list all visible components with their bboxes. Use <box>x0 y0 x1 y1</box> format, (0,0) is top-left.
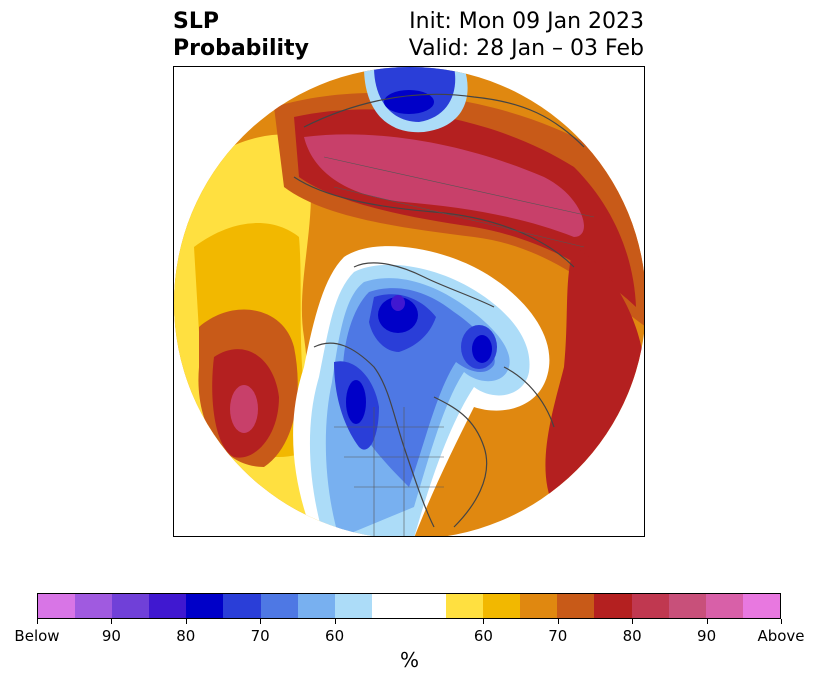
title-valid-range: Valid: 28 Jan – 03 Feb <box>408 36 644 61</box>
colorbar-tick <box>185 619 187 624</box>
map-title-right: Init: Mon 09 Jan 2023 Valid: 28 Jan – 03… <box>409 8 644 62</box>
colorbar-ticks: Below 90 80 70 60 60 70 80 90 Above <box>14 619 805 659</box>
colorbar-swatch <box>371 594 409 618</box>
colorbar-tick-label: 90 <box>101 627 121 645</box>
borders <box>323 156 595 536</box>
colorbar-tick-label: 80 <box>176 627 196 645</box>
colorbar-swatch <box>334 594 372 618</box>
field-top-blue-80 <box>384 90 434 114</box>
colorbar-tick <box>632 619 634 624</box>
colorbar <box>37 593 781 619</box>
colorbar-swatch <box>668 594 706 618</box>
colorbar-tick <box>483 619 485 624</box>
field-blue-80-a <box>378 297 418 333</box>
colorbar-tick <box>37 619 38 624</box>
field-blue-90-a <box>391 295 405 311</box>
colorbar-swatch <box>557 594 595 618</box>
colorbar-swatch <box>223 594 261 618</box>
colorbar-tick-label: 80 <box>622 627 642 645</box>
map-canvas <box>174 67 644 536</box>
colorbar-tick <box>557 619 559 624</box>
field-blue-80-b <box>472 335 492 363</box>
colorbar-swatch <box>149 594 187 618</box>
colorbar-swatch <box>297 594 335 618</box>
title-init-date: Init: Mon 09 Jan 2023 <box>409 9 644 34</box>
colorbar-tick <box>706 619 708 624</box>
colorbar-swatch <box>260 594 298 618</box>
colorbar-swatch <box>446 594 484 618</box>
colorbar-swatch <box>75 594 113 618</box>
colorbar-tick-label: 90 <box>697 627 717 645</box>
colorbar-tick-label: 60 <box>473 627 493 645</box>
colorbar-tick <box>260 619 262 624</box>
colorbar-swatch <box>742 594 780 618</box>
colorbar-swatch <box>631 594 669 618</box>
colorbar-swatch <box>38 594 76 618</box>
map-title-left: SLP Probability <box>173 8 309 62</box>
colorbar-tick <box>111 619 113 624</box>
title-quantity: Probability <box>173 36 309 61</box>
colorbar-tick-label: Above <box>757 627 805 645</box>
colorbar-tick-label: 60 <box>325 627 345 645</box>
colorbar-swatch <box>520 594 558 618</box>
field-eurasia-90 <box>304 134 584 237</box>
colorbar-tick-label: 70 <box>250 627 270 645</box>
colorbar-unit-label: % <box>399 648 419 672</box>
coastlines <box>293 93 585 528</box>
colorbar-swatch <box>112 594 150 618</box>
colorbar-swatch <box>594 594 632 618</box>
colorbar-tick <box>781 619 782 624</box>
field-blue-80-c <box>346 380 366 424</box>
colorbar-swatch <box>483 594 521 618</box>
probability-map <box>173 66 645 537</box>
colorbar-swatch <box>408 594 447 618</box>
colorbar-swatch <box>705 594 743 618</box>
field-west-anomaly-90 <box>230 385 258 433</box>
title-variable: SLP <box>173 9 219 34</box>
colorbar-tick <box>334 619 336 624</box>
colorbar-tick-label: 70 <box>548 627 568 645</box>
colorbar-tick-label: Below <box>14 627 60 645</box>
colorbar-swatch <box>186 594 224 618</box>
